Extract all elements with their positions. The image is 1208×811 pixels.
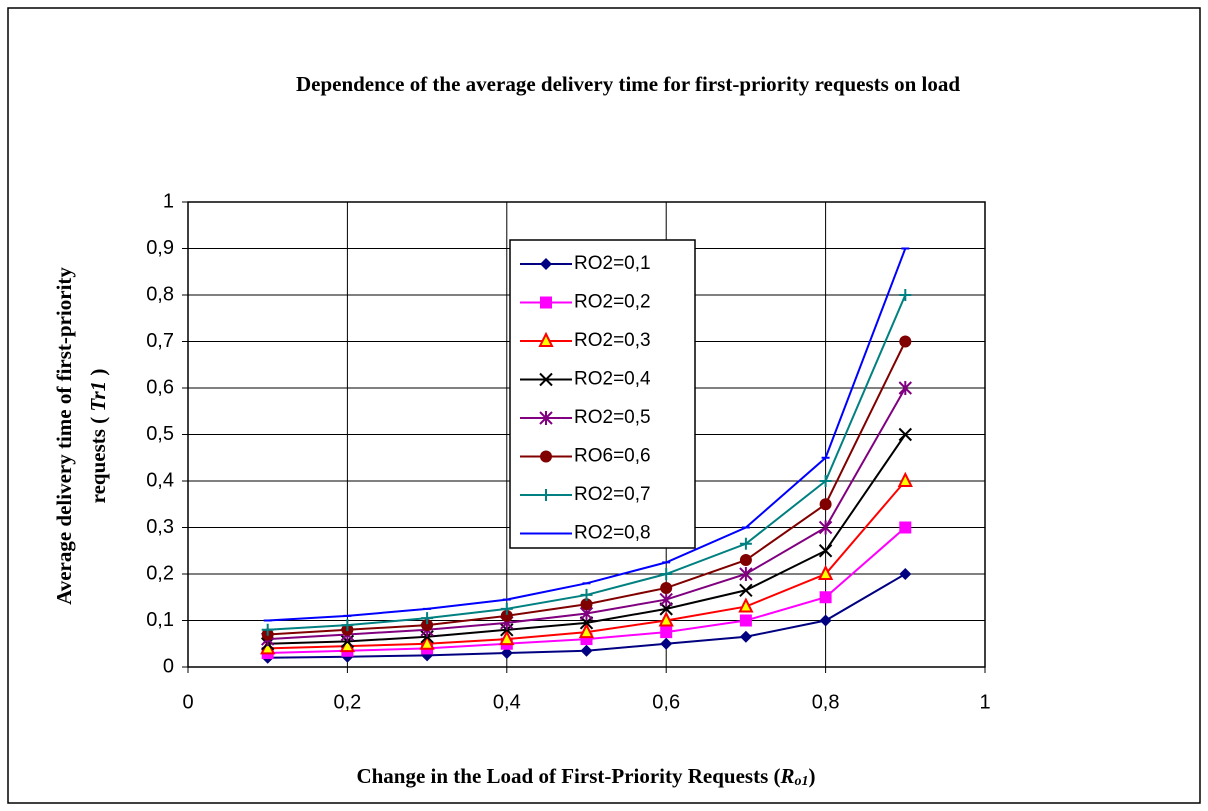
marker bbox=[421, 619, 434, 632]
x-tick-label: 1 bbox=[979, 691, 990, 713]
marker bbox=[580, 598, 593, 611]
marker bbox=[539, 372, 553, 387]
marker bbox=[739, 583, 753, 597]
marker bbox=[500, 602, 513, 615]
x-label-part: o1 bbox=[795, 774, 809, 789]
marker bbox=[539, 411, 553, 425]
marker bbox=[739, 567, 753, 581]
marker bbox=[540, 258, 552, 270]
marker bbox=[341, 619, 354, 632]
y-label-part: requests ( bbox=[86, 412, 110, 504]
marker bbox=[499, 629, 515, 646]
y-tick-label: 0 bbox=[163, 655, 174, 677]
legend-label: RO2=0,3 bbox=[574, 330, 651, 351]
x-label-part: Change in the Load of First-Priority Req… bbox=[356, 764, 780, 788]
marker bbox=[897, 471, 913, 487]
y-label-line: requests ( Tr1 ) bbox=[86, 369, 110, 504]
marker bbox=[659, 592, 673, 607]
marker bbox=[898, 381, 913, 395]
y-tick-label: 0,4 bbox=[146, 469, 174, 491]
y-label-part: Tr1 bbox=[86, 381, 110, 412]
x-label-part: ) bbox=[809, 764, 816, 788]
marker bbox=[500, 609, 513, 622]
marker bbox=[261, 623, 274, 636]
marker bbox=[580, 588, 593, 601]
marker bbox=[899, 521, 912, 534]
marker bbox=[660, 626, 673, 639]
marker bbox=[898, 427, 913, 442]
marker bbox=[739, 630, 752, 643]
legend-label: RO2=0,4 bbox=[574, 369, 651, 390]
legend-label: RO6=0,6 bbox=[574, 446, 651, 467]
marker bbox=[818, 520, 833, 535]
marker bbox=[500, 647, 513, 660]
y-label-line: Average delivery time of first-priority bbox=[52, 267, 76, 605]
legend-label: RO2=0,2 bbox=[574, 292, 651, 313]
x-tick-label: 0,4 bbox=[493, 691, 521, 713]
plot-area bbox=[187, 201, 986, 668]
marker bbox=[540, 489, 552, 501]
y-tick-label: 0,2 bbox=[146, 562, 174, 584]
y-tick-label: 0,3 bbox=[146, 516, 174, 538]
marker bbox=[739, 554, 752, 567]
marker bbox=[540, 296, 552, 309]
x-label-part: R bbox=[780, 764, 795, 788]
marker bbox=[419, 634, 435, 650]
marker bbox=[421, 612, 434, 625]
y-tick-label: 1 bbox=[163, 190, 174, 212]
y-tick-label: 0,9 bbox=[146, 237, 174, 259]
x-tick-label: 0,2 bbox=[333, 691, 361, 713]
x-tick-label: 0 bbox=[182, 691, 193, 713]
legend-label: RO2=0,5 bbox=[574, 407, 651, 428]
marker bbox=[819, 475, 832, 487]
marker bbox=[660, 581, 673, 594]
x-axis-label: Change in the Load of First-Priority Req… bbox=[356, 764, 815, 789]
y-tick-label: 0,8 bbox=[146, 283, 174, 305]
legend-label: RO2=0,8 bbox=[574, 523, 651, 544]
marker bbox=[739, 537, 752, 550]
legend-label: RO2=0,7 bbox=[574, 484, 651, 505]
marker bbox=[660, 568, 673, 580]
marker bbox=[540, 450, 552, 463]
marker bbox=[818, 544, 833, 558]
marker bbox=[660, 637, 673, 650]
legend-box bbox=[509, 239, 696, 549]
marker bbox=[819, 498, 832, 511]
marker bbox=[819, 591, 832, 604]
y-label-part: ) bbox=[86, 369, 110, 381]
marker bbox=[538, 331, 554, 347]
x-tick-label: 0,6 bbox=[652, 691, 680, 713]
marker bbox=[658, 611, 674, 627]
marker bbox=[899, 335, 912, 348]
y-tick-label: 0,7 bbox=[146, 330, 174, 352]
marker bbox=[738, 597, 754, 613]
marker bbox=[580, 644, 593, 657]
y-tick-label: 0,5 bbox=[146, 423, 174, 445]
legend-label: RO2=0,1 bbox=[574, 253, 651, 274]
marker bbox=[817, 564, 834, 580]
y-axis-label: Average delivery time of first-priority … bbox=[52, 267, 110, 605]
marker bbox=[578, 622, 595, 639]
x-tick-label: 0,8 bbox=[812, 691, 840, 713]
chart-title: Dependence of the average delivery time … bbox=[296, 72, 960, 96]
legend: RO2=0,1 RO2=0,2 RO2=0,3 RO2=0,4 RO2=0,5 RO6=0… bbox=[509, 239, 696, 549]
y-tick-label: 0,6 bbox=[146, 376, 174, 398]
marker bbox=[899, 289, 912, 301]
marker bbox=[899, 568, 912, 580]
marker bbox=[819, 614, 832, 627]
marker bbox=[739, 614, 752, 627]
y-tick-label: 0,1 bbox=[146, 609, 174, 631]
